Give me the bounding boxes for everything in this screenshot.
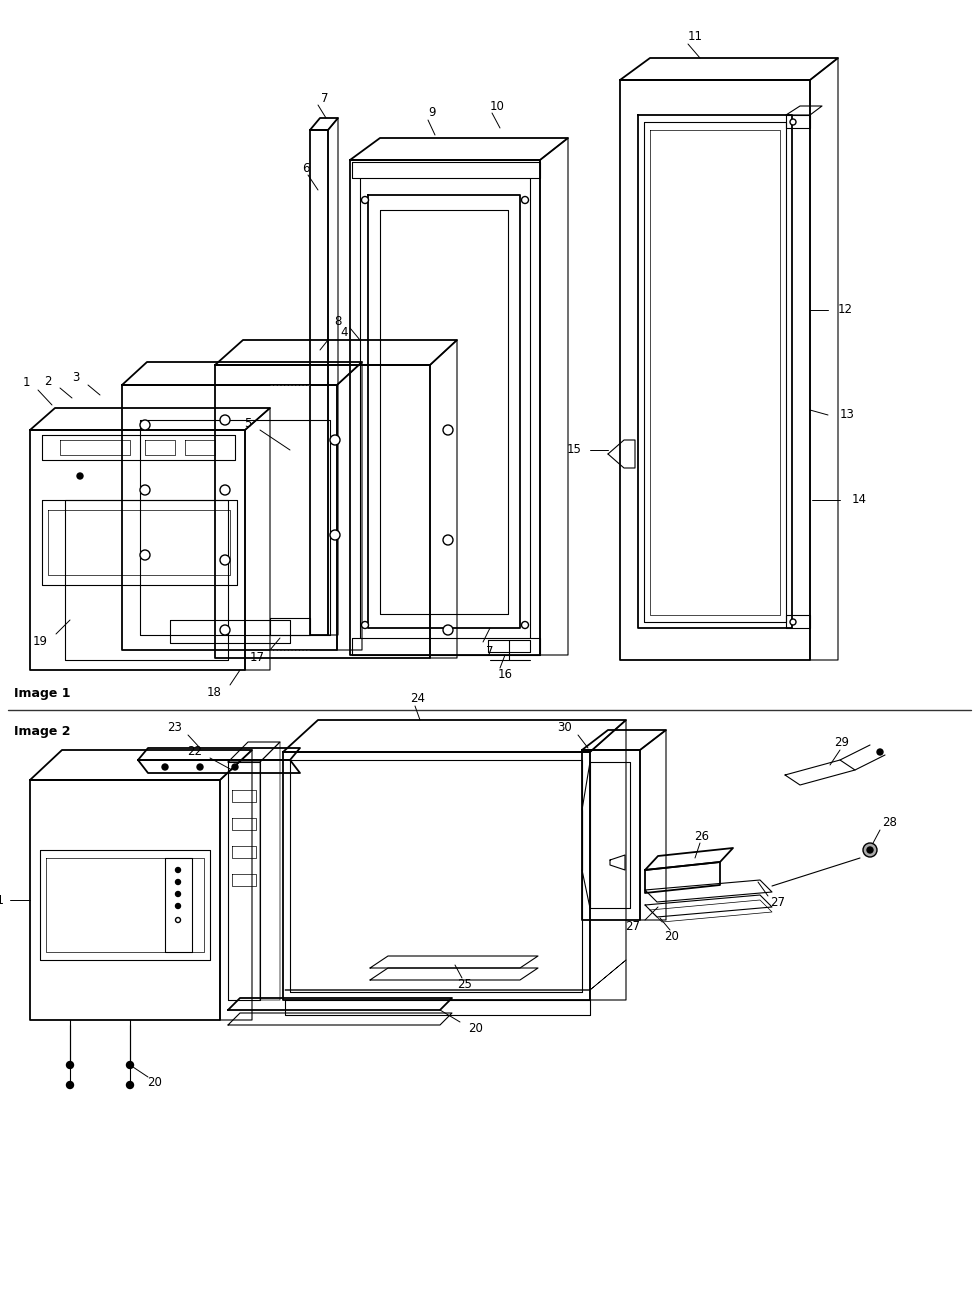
Circle shape <box>161 764 168 770</box>
Text: 1: 1 <box>22 377 30 390</box>
Text: 24: 24 <box>410 692 425 705</box>
Text: Image 2: Image 2 <box>14 726 70 739</box>
Text: Image 1: Image 1 <box>14 688 70 701</box>
Circle shape <box>443 625 453 634</box>
Circle shape <box>175 892 180 896</box>
Text: 7: 7 <box>321 92 329 105</box>
Text: 27: 27 <box>624 921 640 934</box>
Text: 13: 13 <box>839 408 854 421</box>
Text: 19: 19 <box>33 636 48 649</box>
Circle shape <box>232 764 238 770</box>
Text: 23: 23 <box>167 722 182 735</box>
Text: 17: 17 <box>249 651 265 664</box>
Text: 29: 29 <box>833 736 849 749</box>
Circle shape <box>863 842 876 857</box>
Text: 20: 20 <box>664 930 679 943</box>
Circle shape <box>126 1062 133 1069</box>
Text: 15: 15 <box>566 443 581 456</box>
Text: 6: 6 <box>302 161 310 174</box>
Circle shape <box>521 621 528 629</box>
Text: 10: 10 <box>489 99 504 112</box>
Circle shape <box>67 1062 73 1069</box>
Circle shape <box>77 473 83 479</box>
Circle shape <box>197 764 202 770</box>
Text: 26: 26 <box>693 829 709 842</box>
Text: 25: 25 <box>457 978 472 991</box>
Circle shape <box>361 621 368 629</box>
Circle shape <box>220 555 230 565</box>
Text: 14: 14 <box>851 493 867 506</box>
Text: 3: 3 <box>72 371 80 385</box>
Circle shape <box>867 848 872 853</box>
Text: 30: 30 <box>556 722 571 735</box>
Text: 8: 8 <box>334 315 341 328</box>
Circle shape <box>789 119 795 126</box>
Circle shape <box>140 485 150 494</box>
Circle shape <box>67 1082 73 1088</box>
Text: 5: 5 <box>244 417 251 430</box>
Circle shape <box>220 485 230 494</box>
Text: 20: 20 <box>467 1022 482 1035</box>
Circle shape <box>140 420 150 430</box>
Text: 27: 27 <box>770 896 784 909</box>
Text: 4: 4 <box>339 327 347 340</box>
Text: 7: 7 <box>486 646 493 658</box>
Circle shape <box>361 196 368 204</box>
Circle shape <box>521 196 528 204</box>
Circle shape <box>175 879 180 884</box>
Text: 20: 20 <box>148 1075 162 1088</box>
Circle shape <box>175 867 180 872</box>
Text: 21: 21 <box>0 893 4 906</box>
Circle shape <box>175 904 180 909</box>
Circle shape <box>330 530 339 540</box>
Text: 16: 16 <box>497 668 511 681</box>
Text: 9: 9 <box>427 106 435 119</box>
Text: 12: 12 <box>837 303 852 317</box>
Circle shape <box>330 436 339 445</box>
Circle shape <box>443 425 453 436</box>
Circle shape <box>175 917 180 922</box>
Text: 22: 22 <box>187 746 201 759</box>
Circle shape <box>876 749 882 755</box>
Circle shape <box>220 625 230 634</box>
Circle shape <box>789 619 795 625</box>
Circle shape <box>126 1082 133 1088</box>
Circle shape <box>140 549 150 560</box>
Text: 2: 2 <box>44 375 52 388</box>
Circle shape <box>443 535 453 545</box>
Text: 28: 28 <box>881 816 896 829</box>
Text: 18: 18 <box>207 687 222 700</box>
Text: 11: 11 <box>687 30 702 43</box>
Circle shape <box>220 415 230 425</box>
